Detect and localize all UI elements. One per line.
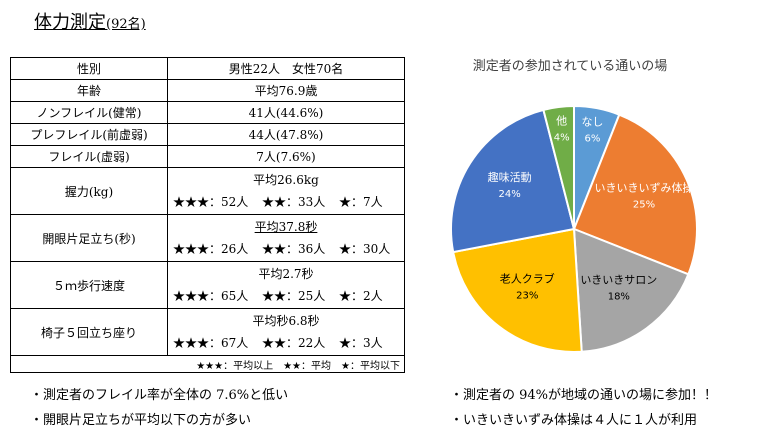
row-value: 平均76.9歳 [167, 79, 405, 102]
star-count: ★：3人 [339, 336, 383, 350]
star-count: ★★★：52人 [173, 195, 249, 209]
star-count: ★：30人 [339, 242, 391, 256]
star-count: ★★★：26人 [173, 242, 249, 256]
row-label: 性別 [10, 57, 168, 80]
average: 平均26.6kg [253, 173, 319, 187]
row-value: 44人(47.8%) [167, 123, 405, 146]
pie-slice [572, 113, 698, 276]
slice-label: いきいきサロン [580, 274, 657, 287]
note: ・開眼片足立ちが平均以下の方が多い [30, 413, 252, 428]
star-count: ★★：25人 [262, 289, 326, 303]
title-note: (92名) [106, 17, 146, 32]
pie-slice [542, 104, 575, 230]
row-label: 握力(kg) [10, 167, 168, 215]
slice-value: 6% [585, 133, 601, 144]
slice-label: 他 [556, 114, 567, 127]
star-count: ★★★：65人 [173, 289, 249, 303]
star-count: ★★★：67人 [173, 336, 249, 350]
star-count: ★★：33人 [262, 195, 326, 209]
pie-slice [450, 108, 576, 254]
slice-value: 25% [633, 200, 655, 211]
slice-label: いきいきいずみ体操 [594, 181, 693, 195]
row-label: 椅子５回立ち座り [10, 308, 168, 356]
slice-value: 18% [608, 292, 630, 303]
legend-row: ★★★：平均以上 ★★：平均 ★：平均以下 [10, 355, 405, 373]
chart-title: 測定者の参加されている通いの場 [473, 58, 668, 74]
slice-label: 趣味活動 [488, 170, 532, 184]
slice-value: 4% [554, 132, 570, 143]
average: 平均37.8秒 [254, 220, 318, 234]
average: 平均2.7秒 [258, 267, 314, 281]
row-value: 男性22人 女性70名 [167, 57, 405, 80]
pie-slice [572, 227, 690, 353]
star-count: ★★：22人 [262, 336, 326, 350]
note: ・いきいきいずみ体操は４人に１人が利用 [450, 413, 698, 428]
slice-value: 23% [516, 290, 538, 301]
row-label: ノンフレイル(健常) [10, 101, 168, 124]
pie-slice [452, 227, 583, 353]
title-text: 体力測定 [34, 12, 106, 33]
row-label: ５ｍ歩行速度 [10, 261, 168, 309]
row-value: 7人(7.6%) [167, 145, 405, 168]
star-count: ★：2人 [339, 289, 383, 303]
star-count: ★：7人 [339, 195, 383, 209]
row-label: 年齢 [10, 79, 168, 102]
pie-chart: 測定者の参加されている通いの場 なし 6% いきいきいずみ体操 25% いきいきサロン 1… [450, 58, 698, 353]
title: 体力測定(92名) [34, 8, 146, 34]
row-value: 41人(44.6%) [167, 101, 405, 124]
row-label: プレフレイル(前虚弱) [10, 123, 168, 146]
row-label: フレイル(虚弱) [10, 145, 168, 168]
row-label: 開眼片足立ち(秒) [10, 214, 168, 262]
slice-value: 24% [498, 189, 520, 200]
note: ・測定者の 94%が地域の通いの場に参加！！ [450, 388, 718, 403]
average: 平均秒6.8秒 [252, 314, 320, 328]
slice-label: なし [581, 115, 603, 128]
star-count: ★★：36人 [262, 242, 326, 256]
note: ・測定者のフレイル率が全体の 7.6%と低い [30, 388, 289, 403]
slice-label: 老人クラブ [500, 271, 555, 285]
